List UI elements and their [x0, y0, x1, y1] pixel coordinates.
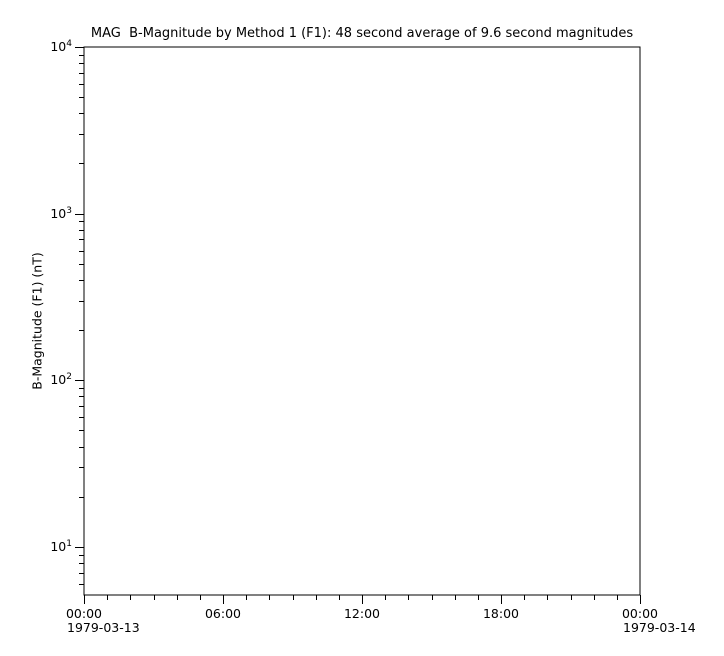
x-tick-label: 00:00: [65, 606, 103, 621]
x-tick-label: 06:00: [204, 606, 242, 621]
y-tick-exponent: 2: [66, 372, 72, 383]
x-axis-date-label: 1979-03-13: [67, 620, 140, 635]
y-tick-label: 101: [50, 538, 72, 554]
y-tick-exponent: 4: [66, 38, 72, 49]
x-axis-date-label: 1979-03-14: [623, 620, 696, 635]
chart-title: MAG B-Magnitude by Method 1 (F1): 48 sec…: [90, 26, 634, 41]
x-tick-label: 12:00: [343, 606, 381, 621]
y-tick-exponent: 3: [66, 205, 72, 216]
x-tick-label: 00:00: [621, 606, 659, 621]
x-tick-label: 18:00: [482, 606, 520, 621]
y-tick-exponent: 1: [66, 538, 72, 549]
y-tick-label: 103: [50, 205, 72, 221]
y-tick-label: 102: [50, 372, 72, 388]
plot-box: [83, 46, 641, 596]
y-tick-label: 104: [50, 38, 72, 54]
